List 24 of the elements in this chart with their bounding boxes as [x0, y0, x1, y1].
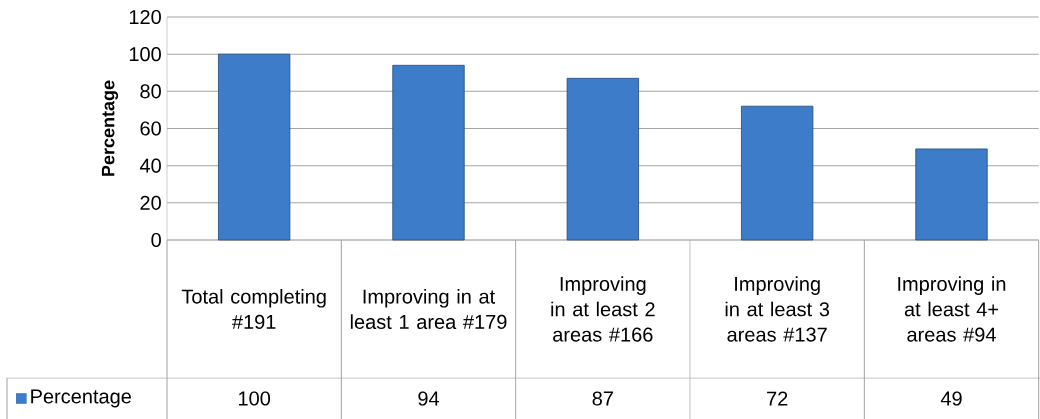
x-tick-label: Improving in at least 3 areas #137	[725, 276, 830, 342]
data-label: 72	[767, 391, 788, 406]
bar	[915, 148, 988, 241]
y-tick-label: 120	[129, 9, 161, 25]
data-label: 94	[418, 391, 440, 406]
y-tick-label: 80	[140, 84, 161, 99]
bar	[566, 77, 639, 241]
x-tick-label: Improving in at least 4+ areas #94	[898, 276, 1006, 342]
legend-label: Percentage	[31, 389, 131, 408]
data-label: 100	[239, 391, 271, 406]
x-tick-label: Total completing #191	[181, 288, 326, 329]
y-tick-label: 60	[140, 121, 161, 136]
y-tick-label: 100	[129, 47, 161, 62]
y-tick-label: 0	[151, 232, 161, 248]
data-label: 87	[592, 391, 613, 406]
x-tick-label: Improving in at least 2 areas #166	[551, 276, 655, 342]
bar	[218, 53, 291, 241]
bar	[741, 105, 814, 241]
y-tick-label: 40	[139, 158, 161, 173]
data-label: 49	[940, 391, 962, 406]
bar	[392, 64, 465, 241]
y-tick-label: 20	[140, 195, 161, 210]
x-tick-label: Improving in at least 1 area #179	[350, 288, 507, 329]
y-axis-title: Percentage	[101, 80, 119, 176]
